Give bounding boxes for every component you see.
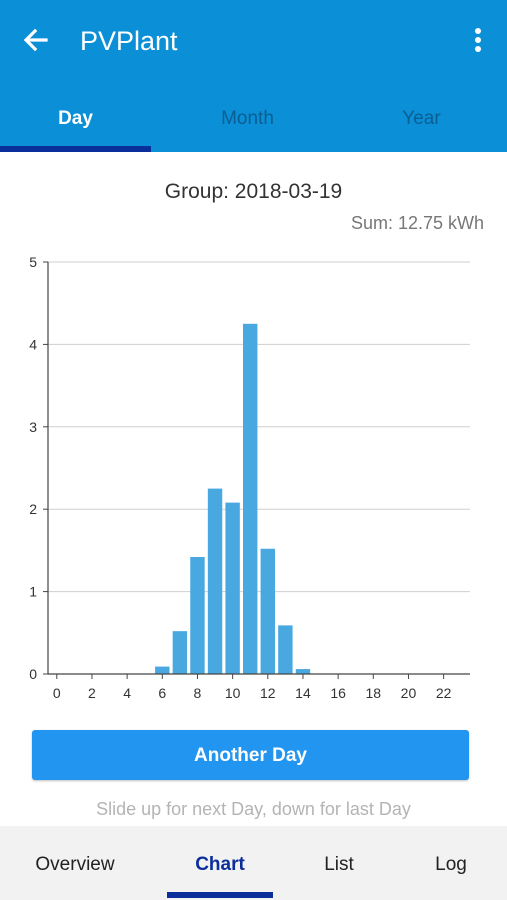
bar: [295, 669, 311, 674]
nav-indicator: [167, 892, 273, 898]
x-tick-label: 12: [260, 685, 276, 701]
bar: [225, 502, 240, 674]
nav-chart[interactable]: Chart: [195, 854, 245, 875]
app-title: PVPlant: [80, 26, 178, 56]
tab-day[interactable]: Day: [58, 108, 93, 129]
group-title: Group: 2018-03-19: [164, 180, 343, 203]
swipe-hint: Slide up for next Day, down for last Day: [96, 799, 411, 819]
x-tick-label: 14: [295, 685, 311, 701]
app-bar: PVPlant Day Month Year: [0, 0, 507, 152]
bar: [242, 323, 258, 674]
x-tick-label: 4: [123, 685, 131, 701]
bar: [155, 666, 170, 674]
bottom-navigation: Overview Chart List Log: [0, 826, 507, 900]
y-tick-label: 0: [29, 666, 37, 682]
x-tick-label: 20: [401, 685, 417, 701]
y-tick-label: 3: [29, 419, 37, 435]
y-tick-label: 2: [29, 501, 37, 517]
another-day-button[interactable]: Another Day: [32, 730, 469, 780]
x-tick-label: 22: [436, 685, 452, 701]
x-tick-label: 16: [330, 685, 346, 701]
bar: [278, 625, 293, 674]
nav-log[interactable]: Log: [435, 854, 467, 875]
y-tick-label: 1: [29, 584, 37, 600]
x-tick-label: 10: [225, 685, 241, 701]
sum-label: Sum: 12.75 kWh: [350, 213, 484, 233]
back-arrow-icon[interactable]: [18, 22, 54, 58]
bar: [190, 556, 205, 674]
overflow-menu-button[interactable]: [466, 24, 490, 58]
tab-year[interactable]: Year: [402, 108, 441, 129]
arrow-left-icon: [23, 28, 48, 52]
bar: [172, 631, 188, 674]
nav-list[interactable]: List: [324, 854, 354, 875]
y-tick-label: 4: [29, 336, 37, 352]
y-tick-label: 5: [29, 254, 37, 270]
x-tick-label: 8: [194, 685, 202, 701]
nav-overview[interactable]: Overview: [35, 854, 115, 875]
tab-indicator: [0, 146, 151, 152]
bar: [260, 548, 276, 674]
tab-month[interactable]: Month: [221, 108, 274, 129]
x-tick-label: 2: [88, 685, 96, 701]
x-tick-label: 18: [366, 685, 382, 701]
x-tick-label: 6: [158, 685, 166, 701]
bar: [207, 488, 223, 674]
more-vertical-icon: [475, 28, 481, 52]
x-tick-label: 0: [53, 685, 61, 701]
